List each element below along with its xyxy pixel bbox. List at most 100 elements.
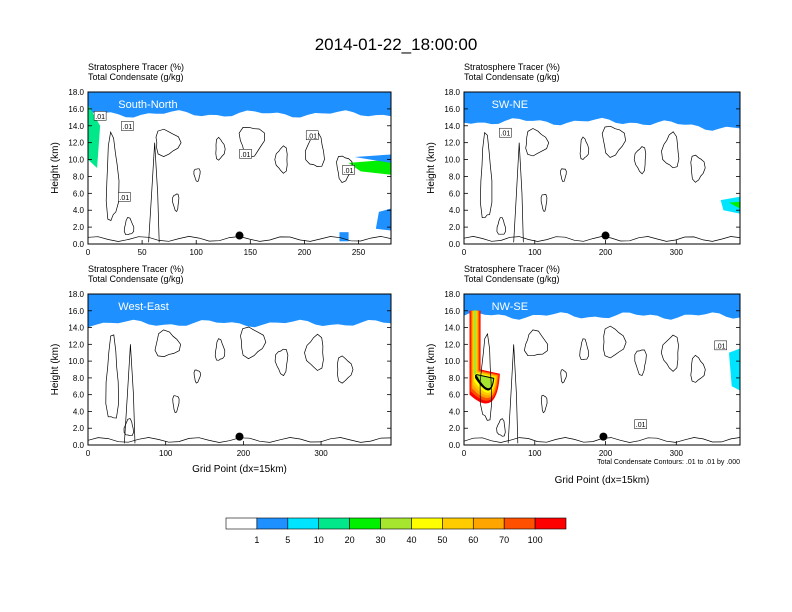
y-tick-label: 16.0 bbox=[68, 307, 84, 316]
x-tick-label: 100 bbox=[159, 449, 173, 458]
colorbar-swatch bbox=[380, 517, 412, 530]
y-tick-label: 4.0 bbox=[449, 407, 461, 416]
colorbar-label: 30 bbox=[376, 535, 386, 545]
y-tick-label: 0.0 bbox=[449, 240, 461, 249]
condensate-contour bbox=[660, 334, 679, 372]
condensate-contour bbox=[525, 128, 550, 157]
panel-west-east: West-East Stratosphere Tracer (%)Total Co… bbox=[50, 264, 392, 475]
plot-background bbox=[464, 294, 740, 445]
contour-label-box bbox=[121, 121, 134, 131]
condensate-contour bbox=[479, 131, 493, 219]
y-axis-label: Height (km) bbox=[50, 344, 61, 396]
condensate-contour bbox=[274, 348, 289, 377]
colorbar: 1 5 10 20 30 40 50 60 70 100 bbox=[225, 517, 567, 545]
condensate-contour bbox=[193, 369, 201, 384]
y-tick-label: 18.0 bbox=[68, 88, 84, 97]
tracer-band bbox=[464, 294, 740, 320]
x-tick-label: 300 bbox=[670, 449, 684, 458]
tracer-intrusion bbox=[339, 232, 349, 242]
colorbar-swatch bbox=[318, 517, 350, 530]
contour-label: .01 bbox=[344, 168, 354, 175]
condensate-contour bbox=[579, 136, 590, 160]
condensate-contour bbox=[496, 418, 506, 437]
contour-label-box bbox=[239, 149, 252, 159]
y-tick-label: 8.0 bbox=[73, 172, 85, 181]
y-axis-label: Height (km) bbox=[50, 142, 61, 194]
y-tick-label: 12.0 bbox=[68, 340, 84, 349]
condensate-contour bbox=[661, 131, 680, 169]
y-tick-label: 0.0 bbox=[73, 240, 85, 249]
x-tick-label: 0 bbox=[462, 449, 467, 458]
y-tick-label: 10.0 bbox=[68, 156, 84, 165]
contour-label: .01 bbox=[307, 133, 317, 140]
tracer-intrusion bbox=[720, 196, 740, 214]
condensate-contour bbox=[507, 344, 519, 444]
header-line2: Total Condensate (g/kg) bbox=[88, 274, 184, 284]
condensate-contour bbox=[540, 394, 548, 414]
y-tick-label: 16.0 bbox=[68, 105, 84, 114]
contour-label-box bbox=[714, 340, 727, 351]
y-tick-label: 2.0 bbox=[73, 424, 85, 433]
panel-label: NW-SE bbox=[492, 301, 528, 313]
y-tick-label: 14.0 bbox=[68, 122, 84, 131]
y-tick-label: 0.0 bbox=[449, 441, 461, 450]
contour-label: .01 bbox=[95, 114, 105, 121]
condensate-contour bbox=[155, 128, 182, 157]
x-tick-label: 0 bbox=[86, 449, 91, 458]
condensate-contour bbox=[172, 395, 180, 414]
plot-frame bbox=[87, 293, 392, 446]
y-tick-label: 8.0 bbox=[449, 172, 461, 181]
contour-label-box bbox=[118, 192, 131, 202]
colorbar-swatch bbox=[503, 517, 536, 530]
x-tick-label: 100 bbox=[528, 449, 542, 458]
y-tick-label: 10.0 bbox=[68, 357, 84, 366]
panel-label: South-North bbox=[118, 99, 177, 111]
condensate-contour bbox=[513, 142, 524, 243]
colorbar-label: 100 bbox=[528, 535, 543, 545]
y-tick-label: 14.0 bbox=[444, 122, 460, 131]
colorbar-swatch bbox=[472, 517, 505, 530]
x-tick-label: 200 bbox=[599, 449, 613, 458]
condensate-contour bbox=[601, 125, 626, 158]
contour-label: .01 bbox=[123, 124, 133, 131]
y-tick-label: 14.0 bbox=[68, 324, 84, 333]
x-tick-label: 250 bbox=[352, 248, 366, 257]
condensate-contour bbox=[304, 131, 325, 167]
y-tick-label: 8.0 bbox=[449, 374, 461, 383]
x-tick-label: 100 bbox=[528, 248, 542, 257]
tracer-intrusion bbox=[88, 104, 101, 168]
x-tick-label: 50 bbox=[138, 248, 147, 257]
y-tick-label: 12.0 bbox=[68, 139, 84, 148]
contour-label-box bbox=[499, 127, 512, 138]
y-tick-label: 16.0 bbox=[444, 307, 460, 316]
panel-label: SW-NE bbox=[492, 99, 528, 111]
colorbar-label: 40 bbox=[406, 535, 416, 545]
x-tick-label: 0 bbox=[86, 248, 91, 257]
header-line2: Total Condensate (g/kg) bbox=[464, 274, 560, 284]
condensate-contour bbox=[560, 369, 567, 384]
colorbar-label: 1 bbox=[254, 535, 259, 545]
colorbar-label: 60 bbox=[468, 535, 478, 545]
y-tick-label: 6.0 bbox=[449, 391, 461, 400]
plot-area: .01 bbox=[464, 92, 740, 244]
y-tick-label: 18.0 bbox=[68, 290, 84, 299]
colorbar-swatch bbox=[442, 517, 474, 530]
y-tick-label: 4.0 bbox=[73, 206, 85, 215]
x-tick-label: 200 bbox=[237, 449, 251, 458]
condensate-contour bbox=[540, 194, 548, 212]
panel-sw-ne: .01 SW-NE Stratosphere Tracer (%)Total Con… bbox=[426, 62, 741, 257]
header-line2: Total Condensate (g/kg) bbox=[464, 72, 560, 82]
condensate-contour bbox=[123, 418, 134, 437]
contour-label: .01 bbox=[241, 152, 251, 159]
condensate-contour bbox=[690, 154, 706, 183]
y-tick-label: 6.0 bbox=[449, 189, 461, 198]
contour-label: .01 bbox=[501, 131, 511, 138]
plot-frame bbox=[463, 91, 741, 245]
x-tick-label: 200 bbox=[599, 248, 613, 257]
contour-label: .01 bbox=[119, 195, 129, 202]
y-tick-label: 8.0 bbox=[73, 374, 85, 383]
header-line2: Total Condensate (g/kg) bbox=[88, 72, 184, 82]
y-axis-label: Height (km) bbox=[426, 142, 437, 194]
contour-label-box bbox=[305, 130, 319, 141]
